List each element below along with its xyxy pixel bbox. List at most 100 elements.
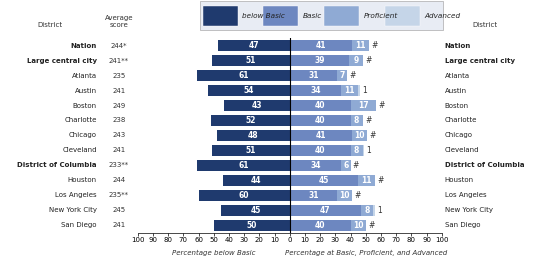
Text: 51: 51 bbox=[246, 146, 256, 155]
Text: Nation: Nation bbox=[445, 43, 471, 49]
Text: District of Columbia: District of Columbia bbox=[17, 162, 97, 168]
Text: 34: 34 bbox=[310, 86, 321, 95]
Text: Atlanta: Atlanta bbox=[445, 73, 470, 79]
Bar bbox=[289, 70, 337, 81]
Text: #: # bbox=[377, 176, 383, 185]
Bar bbox=[358, 85, 360, 96]
Text: #: # bbox=[350, 71, 356, 80]
Text: 235**: 235** bbox=[109, 192, 129, 198]
Text: 47: 47 bbox=[320, 206, 330, 215]
Text: Percentage below Basic: Percentage below Basic bbox=[172, 250, 255, 256]
Bar bbox=[289, 205, 361, 216]
Bar bbox=[217, 130, 289, 141]
Bar bbox=[289, 145, 350, 156]
Bar bbox=[361, 205, 373, 216]
Text: #: # bbox=[368, 221, 374, 230]
Text: 31: 31 bbox=[308, 191, 319, 200]
Text: Cleveland: Cleveland bbox=[63, 148, 97, 153]
Text: 241**: 241** bbox=[109, 58, 129, 64]
Text: Basic: Basic bbox=[302, 13, 322, 19]
Bar bbox=[221, 205, 289, 216]
Text: San Diego: San Diego bbox=[62, 222, 97, 228]
Text: 41: 41 bbox=[315, 131, 326, 140]
Bar bbox=[349, 55, 363, 66]
Bar bbox=[341, 85, 358, 96]
Text: 51: 51 bbox=[246, 56, 256, 65]
Text: 44: 44 bbox=[251, 176, 261, 185]
Text: 241: 241 bbox=[112, 148, 125, 153]
Text: 238: 238 bbox=[112, 118, 125, 123]
Bar bbox=[218, 40, 289, 51]
Text: #: # bbox=[354, 191, 361, 200]
Bar bbox=[337, 190, 352, 201]
Text: 8: 8 bbox=[364, 206, 370, 215]
Text: 10: 10 bbox=[353, 221, 363, 230]
Text: 1: 1 bbox=[367, 146, 371, 155]
Text: District: District bbox=[37, 22, 63, 28]
Text: Los Angeles: Los Angeles bbox=[55, 192, 97, 198]
Bar bbox=[358, 175, 375, 186]
Text: 34: 34 bbox=[310, 161, 321, 170]
Bar bbox=[211, 115, 289, 126]
Text: Advanced: Advanced bbox=[424, 13, 460, 19]
Text: 39: 39 bbox=[314, 56, 325, 65]
Text: Proficient: Proficient bbox=[363, 13, 397, 19]
Text: 241: 241 bbox=[112, 88, 125, 94]
Bar bbox=[337, 70, 347, 81]
Text: 235: 235 bbox=[112, 73, 125, 79]
Bar bbox=[289, 175, 358, 186]
Bar bbox=[289, 115, 350, 126]
Text: 249: 249 bbox=[112, 103, 125, 109]
Bar bbox=[214, 220, 289, 231]
Text: 244: 244 bbox=[112, 177, 125, 183]
Text: #: # bbox=[353, 161, 359, 170]
Text: 50: 50 bbox=[247, 221, 257, 230]
Text: 40: 40 bbox=[315, 101, 326, 110]
Text: Boston: Boston bbox=[445, 103, 469, 109]
Text: Chicago: Chicago bbox=[445, 133, 472, 138]
Text: Austin: Austin bbox=[75, 88, 97, 94]
Text: Houston: Houston bbox=[445, 177, 474, 183]
Bar bbox=[207, 85, 289, 96]
Text: 60: 60 bbox=[239, 191, 249, 200]
Text: Houston: Houston bbox=[68, 177, 97, 183]
Text: Los Angeles: Los Angeles bbox=[445, 192, 487, 198]
Text: 241: 241 bbox=[112, 222, 125, 228]
Text: 6: 6 bbox=[343, 161, 349, 170]
Text: #: # bbox=[371, 41, 377, 50]
Text: Large central city: Large central city bbox=[445, 58, 515, 64]
Text: 10: 10 bbox=[339, 191, 350, 200]
Bar bbox=[289, 55, 349, 66]
Text: 41: 41 bbox=[315, 41, 326, 50]
Text: 61: 61 bbox=[238, 71, 248, 80]
Text: Large central city: Large central city bbox=[27, 58, 97, 64]
Text: 11: 11 bbox=[361, 176, 372, 185]
Text: 8: 8 bbox=[354, 146, 359, 155]
Text: 45: 45 bbox=[319, 176, 329, 185]
Bar bbox=[199, 190, 289, 201]
Text: 43: 43 bbox=[252, 101, 262, 110]
Bar bbox=[212, 145, 289, 156]
Text: 244*: 244* bbox=[111, 43, 127, 49]
Text: New York City: New York City bbox=[49, 207, 97, 213]
Text: New York City: New York City bbox=[445, 207, 492, 213]
Text: 45: 45 bbox=[251, 206, 261, 215]
Text: 7: 7 bbox=[340, 71, 345, 80]
Bar bbox=[350, 220, 366, 231]
Text: #: # bbox=[379, 101, 385, 110]
Text: #: # bbox=[365, 56, 372, 65]
Text: 48: 48 bbox=[248, 131, 259, 140]
Bar bbox=[350, 145, 363, 156]
Bar bbox=[289, 40, 352, 51]
Text: 40: 40 bbox=[315, 221, 326, 230]
Text: 10: 10 bbox=[354, 131, 365, 140]
Bar bbox=[352, 40, 369, 51]
Text: 40: 40 bbox=[315, 146, 326, 155]
Text: 8: 8 bbox=[354, 116, 359, 125]
Bar bbox=[289, 100, 350, 111]
Bar bbox=[289, 220, 350, 231]
Bar bbox=[212, 55, 289, 66]
Bar bbox=[197, 70, 289, 81]
Text: Atlanta: Atlanta bbox=[72, 73, 97, 79]
Text: 1: 1 bbox=[377, 206, 382, 215]
